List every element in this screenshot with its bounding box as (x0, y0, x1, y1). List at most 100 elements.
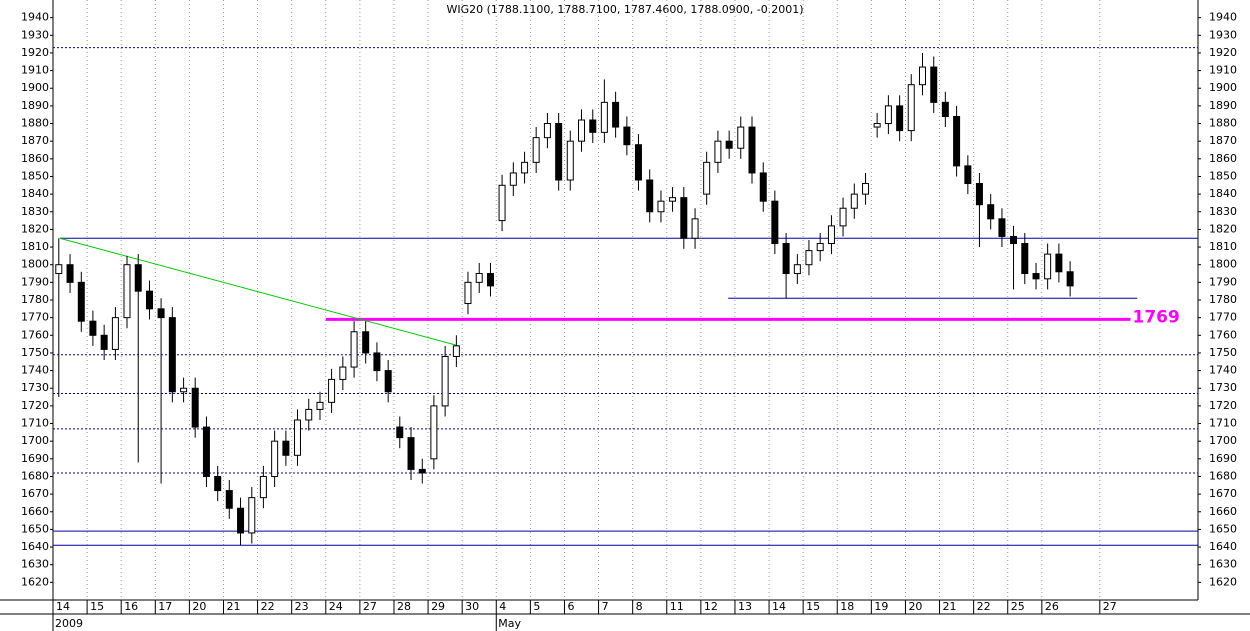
candle-body (975, 183, 983, 206)
candle-body (316, 401, 324, 410)
candle-body (396, 426, 404, 439)
x-tick-label: 26 (1045, 600, 1059, 613)
candle-body (998, 218, 1006, 237)
y2-tick-label: 1730 (1209, 381, 1237, 394)
x-tick-label: 28 (397, 600, 411, 613)
candle-body (669, 197, 677, 202)
y2-tick-label: 1800 (1209, 258, 1237, 271)
y2-tick-label: 1790 (1209, 275, 1237, 288)
y-tick-label: 1740 (21, 364, 49, 377)
candle-body (725, 140, 733, 149)
candle-body (634, 144, 642, 181)
candle-body (964, 165, 972, 185)
y-tick-label: 1710 (21, 417, 49, 430)
y-tick-label: 1680 (21, 469, 49, 482)
y2-tick-label: 1670 (1209, 487, 1237, 500)
candle-body (373, 352, 381, 372)
y-tick-label: 1800 (21, 258, 49, 271)
candle-body (930, 66, 938, 103)
y-tick-label: 1840 (21, 187, 49, 200)
y-tick-label: 1760 (21, 328, 49, 341)
candle-body (987, 204, 995, 220)
y-tick-label: 1640 (21, 540, 49, 553)
candle-body (1010, 235, 1018, 245)
y-tick-label: 1920 (21, 46, 49, 59)
y2-tick-label: 1780 (1209, 293, 1237, 306)
y-tick-label: 1750 (21, 346, 49, 359)
candle-body (1032, 273, 1040, 280)
y2-tick-label: 1850 (1209, 169, 1237, 182)
y-tick-label: 1850 (21, 169, 49, 182)
period-label: May (498, 617, 521, 630)
candle-body (600, 101, 608, 133)
x-tick-label: 6 (567, 600, 574, 613)
candle-body (225, 490, 233, 509)
x-tick-label: 16 (124, 600, 138, 613)
y2-tick-label: 1720 (1209, 399, 1237, 412)
y2-tick-label: 1940 (1209, 11, 1237, 24)
y2-tick-label: 1690 (1209, 452, 1237, 465)
x-tick-label: 22 (261, 600, 275, 613)
y2-tick-label: 1660 (1209, 505, 1237, 518)
y2-tick-label: 1620 (1209, 575, 1237, 588)
y2-tick-label: 1700 (1209, 434, 1237, 447)
candle-body (805, 250, 813, 266)
y-tick-label: 1790 (21, 275, 49, 288)
candle-body (350, 331, 358, 368)
candle-body (339, 366, 347, 380)
y2-tick-label: 1820 (1209, 222, 1237, 235)
y2-tick-label: 1900 (1209, 81, 1237, 94)
y2-tick-label: 1810 (1209, 240, 1237, 253)
y2-tick-label: 1890 (1209, 99, 1237, 112)
trendline (59, 237, 459, 347)
y2-tick-label: 1870 (1209, 134, 1237, 147)
x-tick-label: 17 (158, 600, 172, 613)
candle-body (566, 140, 574, 181)
candle-body (839, 207, 847, 227)
y-tick-label: 1910 (21, 64, 49, 77)
candle-body (430, 405, 438, 460)
candle-body (100, 334, 108, 350)
candle-body (157, 308, 165, 319)
y2-tick-label: 1710 (1209, 417, 1237, 430)
candle-body (486, 273, 494, 287)
candle-body (953, 115, 961, 167)
y-tick-label: 1820 (21, 222, 49, 235)
candle-body (578, 119, 586, 142)
y2-tick-label: 1640 (1209, 540, 1237, 553)
candle-body (248, 497, 256, 534)
candle-body (55, 264, 63, 275)
candle-body (827, 225, 835, 245)
x-tick-label: 20 (908, 600, 922, 613)
x-tick-label: 15 (90, 600, 104, 613)
y2-tick-label: 1650 (1209, 522, 1237, 535)
candle-body (737, 126, 745, 149)
y-tick-label: 1860 (21, 152, 49, 165)
candle-body (555, 123, 563, 181)
candle-body (748, 126, 756, 174)
candle-body (793, 264, 801, 275)
candle-body (498, 184, 506, 222)
candle-body (646, 179, 654, 213)
y2-tick-label: 1920 (1209, 46, 1237, 59)
candle-body (214, 475, 222, 492)
y-tick-label: 1900 (21, 81, 49, 94)
x-tick-label: 21 (943, 600, 957, 613)
y-tick-label: 1700 (21, 434, 49, 447)
y2-tick-label: 1830 (1209, 205, 1237, 218)
x-tick-label: 25 (1011, 600, 1025, 613)
y2-tick-label: 1740 (1209, 364, 1237, 377)
candle-body (384, 370, 392, 393)
candle-body (441, 355, 449, 407)
candle-body (328, 378, 336, 403)
y-tick-label: 1930 (21, 28, 49, 41)
y-tick-label: 1620 (21, 575, 49, 588)
candle-body (1021, 243, 1029, 275)
candle-body (271, 440, 279, 477)
x-tick-label: 14 (772, 600, 786, 613)
candle-body (1044, 253, 1052, 280)
candle-body (282, 440, 290, 456)
y-tick-label: 1940 (21, 11, 49, 24)
